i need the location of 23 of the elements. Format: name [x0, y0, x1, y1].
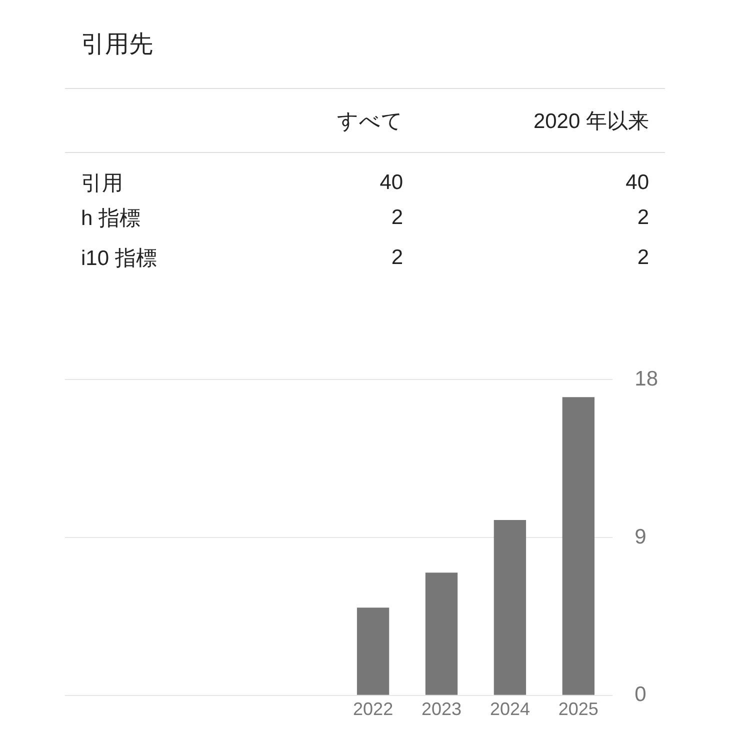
bar: [494, 520, 526, 695]
x-tick-label: 2022: [353, 699, 394, 720]
y-tick-label: 0: [634, 683, 646, 706]
data-label: 2: [390, 245, 404, 271]
data-label: 2: [636, 245, 650, 271]
data-label: 2: [390, 205, 404, 231]
text: 引用先: [81, 30, 154, 60]
x-tick-label: 2025: [558, 699, 598, 720]
category-label: i10 指標: [80, 246, 158, 272]
data-label: 2: [636, 205, 650, 231]
bar: [425, 572, 458, 695]
y-tick-label: 18: [634, 367, 658, 390]
y-tick-label: 9: [634, 525, 646, 548]
category-label: 引用: [80, 171, 124, 197]
data-label: 40: [378, 170, 404, 196]
text: すべて: [265, 88, 420, 152]
x-tick-label: 2024: [490, 699, 530, 720]
x-tick-label: 2023: [421, 699, 462, 720]
text: 2020 年以来: [419, 88, 665, 152]
category-label: h 指標: [80, 206, 142, 232]
data-label: 40: [624, 170, 650, 196]
bar: [562, 397, 594, 695]
bar: [356, 608, 390, 695]
